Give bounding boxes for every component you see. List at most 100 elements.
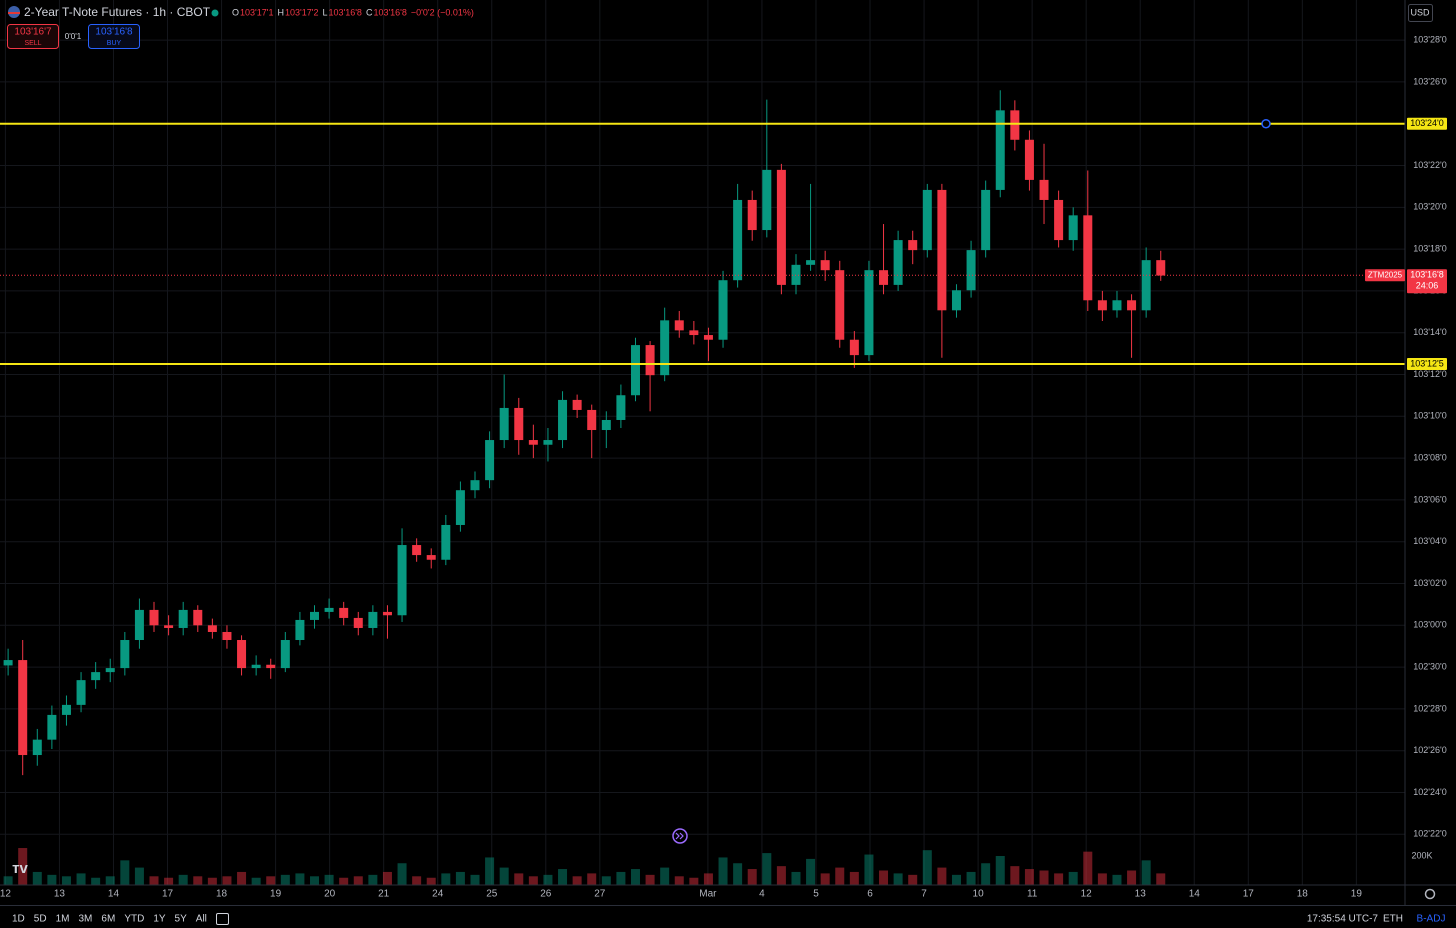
volume-bar (61, 876, 71, 885)
range-button[interactable]: 5D (34, 914, 47, 925)
candle-body (1024, 139, 1034, 180)
ohlc-change: −0'0'2 (−0.01%) (411, 7, 474, 17)
volume-bar (762, 853, 772, 885)
candle-body (849, 339, 859, 356)
volume-bar (324, 874, 334, 885)
range-button[interactable]: All (196, 914, 207, 925)
y-tick-label: 103'14'0 (1413, 327, 1446, 337)
candle-body (149, 609, 159, 626)
y-tick-label: 103'12'0 (1413, 369, 1446, 379)
level-label: 103'24'0 (1410, 118, 1443, 128)
range-button[interactable]: 1Y (153, 914, 166, 925)
volume-bar (543, 874, 553, 885)
candle-body (1010, 110, 1020, 140)
range-button[interactable]: 1M (56, 914, 70, 925)
volume-bar (791, 871, 801, 885)
y-tick-label: 103'26'0 (1413, 76, 1446, 86)
y-tick-label: 103'04'0 (1413, 536, 1446, 546)
volume-bar (251, 877, 261, 885)
buy-price: 103'16'8 (95, 27, 133, 38)
volume-bar (718, 857, 728, 885)
symbol-title[interactable]: 2-Year T-Note Futures · 1h · CBOT (24, 5, 211, 19)
volume-bar (149, 876, 159, 885)
volume-bar (806, 858, 816, 885)
volume-bar (426, 877, 436, 885)
x-tick-label: 18 (216, 889, 228, 900)
candle-body (922, 189, 932, 251)
candle-body (893, 240, 903, 285)
range-button[interactable]: 1D (12, 914, 25, 925)
volume-bar (222, 876, 232, 885)
candle-body (908, 240, 918, 251)
x-tick-label: 20 (324, 889, 336, 900)
sell-button[interactable] (7, 24, 59, 49)
flag-stripe (8, 12, 20, 14)
candle-body (134, 609, 144, 641)
countdown: 24:06 (1416, 281, 1439, 291)
x-tick-label: 27 (594, 889, 606, 900)
range-button[interactable]: 6M (101, 914, 115, 925)
x-tick-label: 13 (54, 889, 66, 900)
candle-body (528, 440, 538, 445)
logo[interactable]: ᴛᴠ (12, 860, 28, 877)
candle-body (514, 407, 524, 441)
jump-to-realtime[interactable] (672, 828, 688, 844)
range-button[interactable]: 5Y (175, 914, 188, 925)
y-tick-label: 102'30'0 (1413, 661, 1446, 671)
x-tick-label: 6 (867, 889, 873, 900)
x-tick-label: 12 (0, 889, 11, 900)
range-buttons: 1D 5D 1M 3M 6M YTD 1Y 5Y All (12, 914, 207, 925)
volume-bar (1097, 873, 1107, 885)
last-price-label: 103'16'8 (1410, 270, 1443, 280)
volume-bar (105, 876, 115, 885)
candle-body (105, 668, 115, 673)
volume-bar (32, 871, 42, 885)
candle-body (1127, 300, 1137, 311)
candle-body (310, 611, 320, 620)
x-tick-label: 11 (1027, 889, 1038, 900)
volume-bar (470, 874, 480, 885)
x-tick-label: 13 (1135, 889, 1147, 900)
volume-bar (966, 871, 976, 885)
currency-button[interactable] (1408, 4, 1433, 22)
candle-body (835, 270, 845, 340)
x-tick-label: 17 (162, 889, 174, 900)
candle-body (353, 617, 363, 628)
candle-body (630, 345, 640, 396)
volume-bar (485, 857, 495, 885)
volume-bar (995, 856, 1005, 885)
buy-button[interactable] (88, 24, 140, 49)
volume-bar (703, 873, 713, 885)
volume-bar (747, 869, 757, 885)
candle-body (718, 280, 728, 340)
volume-bar (120, 860, 130, 885)
range-button[interactable]: YTD (124, 914, 144, 925)
range-button[interactable]: 3M (79, 914, 93, 925)
candle-body (660, 320, 670, 376)
candle-body (1097, 300, 1107, 311)
x-tick-label: 18 (1297, 889, 1309, 900)
bottom-toolbar (0, 906, 1456, 928)
clock: 17:35:54 UTC-7 (1307, 914, 1379, 925)
jump-arrows (675, 832, 684, 840)
candle-body (3, 660, 13, 666)
x-tick-label: 14 (1189, 889, 1201, 900)
y-tick-label: 103'06'0 (1413, 494, 1446, 504)
settings-icon[interactable] (1424, 888, 1436, 900)
candle-body (339, 607, 349, 618)
session[interactable]: ETH (1383, 914, 1403, 925)
volume-bar (820, 873, 830, 885)
calendar-icon[interactable] (216, 913, 229, 925)
volume-bar (733, 863, 743, 885)
volume-bar (630, 869, 640, 885)
ohlc-value: 103'17'2 (285, 7, 318, 17)
candle-body (382, 611, 392, 616)
sell-label: SELL (24, 40, 41, 47)
y-tick-label: 103'02'0 (1413, 578, 1446, 588)
volume-bar (849, 871, 859, 885)
adjustment[interactable]: B-ADJ (1417, 914, 1446, 925)
ohlc-value: 103'17'1 (240, 7, 273, 17)
